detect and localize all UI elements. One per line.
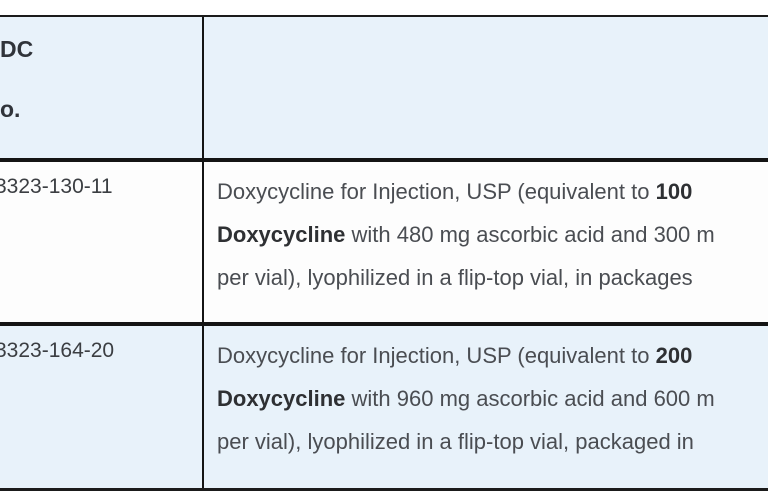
ndc-number: 3323-164-20 (0, 339, 115, 362)
ndc-header-line-2: o. (0, 96, 21, 122)
ndc-cell: 3323-130-11 (0, 162, 204, 322)
description-line: Doxycycline for Injection, USP (equivale… (217, 343, 693, 368)
table-row: 3323-164-20 Doxycycline for Injection, US… (0, 322, 768, 488)
table-body: 3323-130-11 Doxycycline for Injection, US… (0, 162, 768, 488)
description-line: per vial), lyophilized in a flip-top via… (217, 429, 694, 454)
ndc-header-cell: DC o. (0, 17, 204, 158)
how-supplied-table: DC o. 3323-130-11 Doxycycline for Injecti… (0, 15, 768, 491)
description-line: Doxycycline with 960 mg ascorbic acid an… (217, 386, 715, 411)
description-cell: Doxycycline for Injection, USP (equivale… (204, 162, 768, 322)
description-header-cell (204, 17, 768, 158)
description-line: per vial), lyophilized in a flip-top via… (217, 265, 693, 290)
ndc-number: 3323-130-11 (0, 175, 113, 198)
description-line: Doxycycline for Injection, USP (equivale… (217, 179, 693, 204)
table-header-row: DC o. (0, 17, 768, 162)
table-row: 3323-130-11 Doxycycline for Injection, US… (0, 162, 768, 322)
description-line: Doxycycline with 480 mg ascorbic acid an… (217, 222, 715, 247)
ndc-header-line-1: DC (0, 36, 34, 62)
description-cell: Doxycycline for Injection, USP (equivale… (204, 326, 768, 488)
ndc-cell: 3323-164-20 (0, 326, 204, 488)
